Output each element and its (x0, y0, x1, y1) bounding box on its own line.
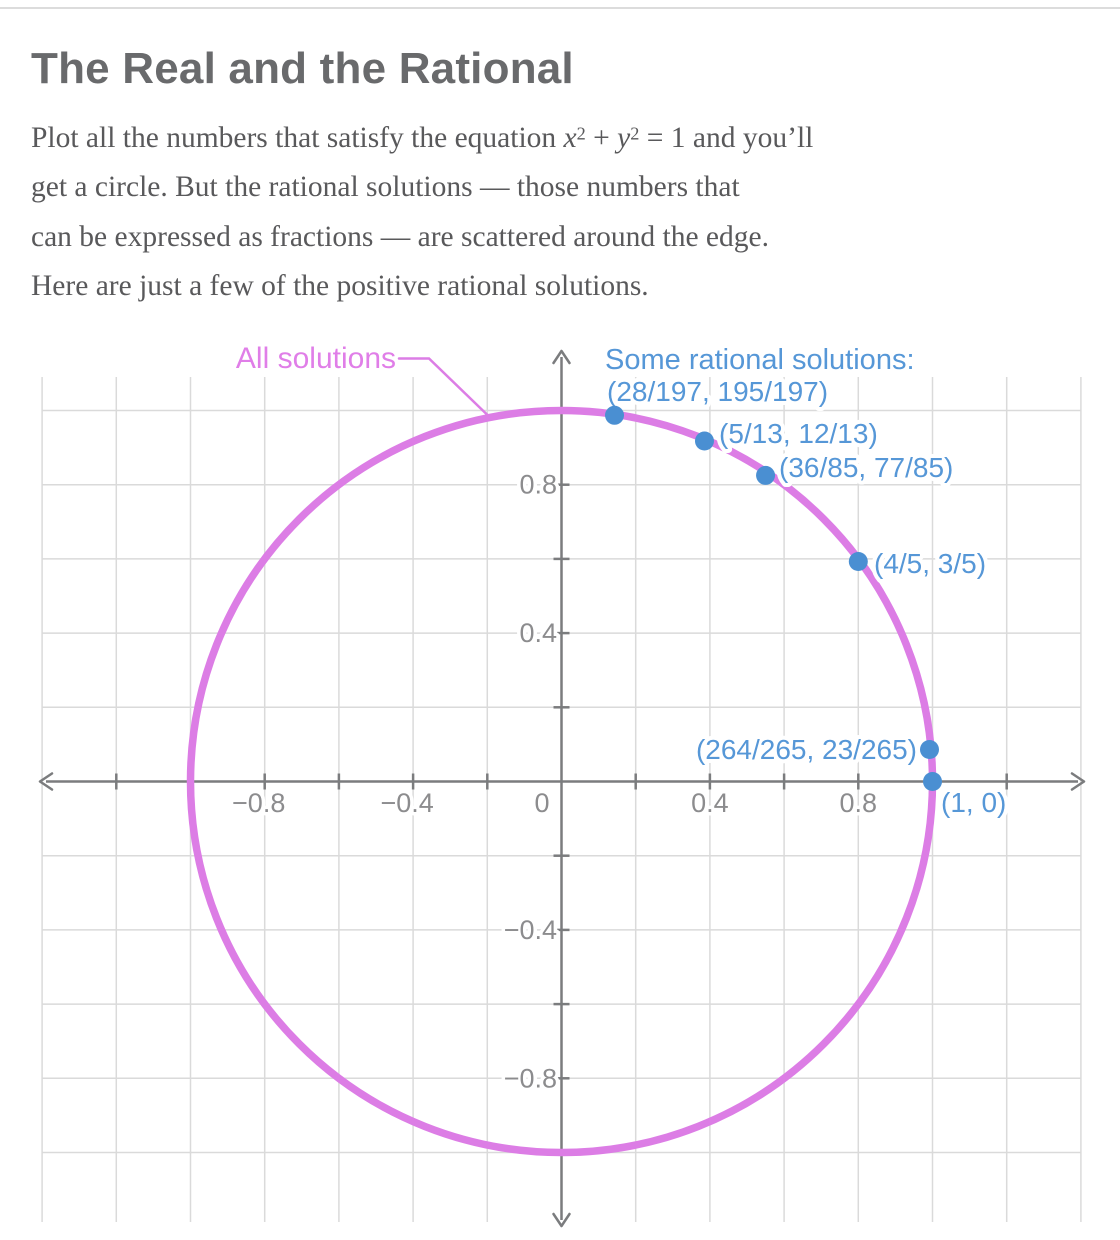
page-title: The Real and the Rational (31, 44, 574, 93)
x-tick-label: 0.4 (691, 788, 729, 818)
rational-point-label: (28/197, 195/197) (607, 376, 828, 407)
rational-point-dot (923, 772, 942, 791)
y-axis-down-arrow-icon (552, 1212, 571, 1228)
rational-point-label: (5/13, 12/13) (719, 418, 878, 449)
intro-paragraph: Plot all the numbers that satisfy the eq… (31, 114, 813, 312)
intro-line: Plot all the numbers that satisfy the eq… (31, 122, 814, 154)
x-tick-label: 0.8 (840, 788, 878, 818)
all-solutions-leader-line (397, 357, 490, 417)
x-axis-right-arrow-icon (1070, 772, 1086, 791)
y-tick-label: −0.8 (504, 1063, 557, 1093)
top-divider (0, 7, 1120, 9)
rational-point-dot (756, 465, 776, 485)
x-tick-label: −0.8 (232, 788, 285, 818)
rational-point-label: (264/265, 23/265) (696, 734, 917, 765)
rational-point-label: (1, 0) (941, 787, 1006, 818)
y-tick-label: 0.4 (519, 618, 557, 648)
rational-point-dot (694, 431, 714, 451)
y-tick-label: 0.8 (519, 470, 557, 500)
intro-line: Here are just a few of the positive rati… (31, 270, 649, 303)
x-tick-label: 0 (534, 788, 549, 818)
rational-point-label: (36/85, 77/85) (779, 452, 953, 483)
rational-point-label: (4/5, 3/5) (874, 548, 986, 579)
y-tick-label: −0.4 (504, 915, 557, 945)
rational-point-dot (919, 740, 939, 760)
rational-point-dot (848, 551, 868, 571)
all-solutions-label: All solutions (236, 342, 396, 375)
x-axis-left-arrow-icon (38, 772, 54, 791)
rational-point-dot (605, 405, 625, 425)
intro-line: can be expressed as fractions — are scat… (31, 220, 769, 253)
y-axis-up-arrow-icon (552, 349, 571, 365)
intro-line: get a circle. But the rational solutions… (31, 171, 740, 204)
rational-solutions-heading: Some rational solutions: (605, 344, 915, 376)
x-tick-label: −0.4 (380, 788, 433, 818)
